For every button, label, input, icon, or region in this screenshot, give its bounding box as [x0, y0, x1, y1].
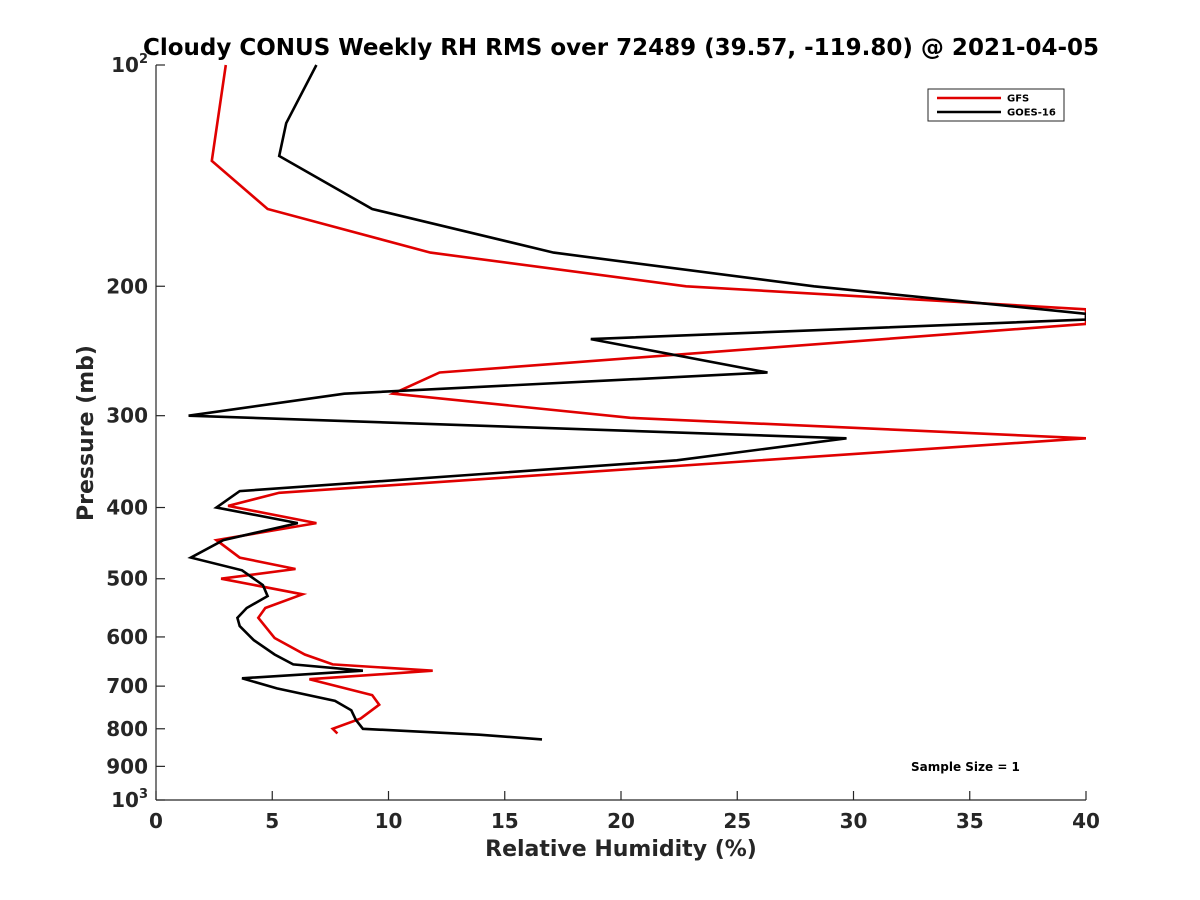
y-tick-label: 500 — [106, 567, 148, 591]
sample-size-annotation: Sample Size = 1 — [911, 760, 1020, 774]
y-tick-base: 10 — [111, 788, 139, 812]
series-layer — [187, 64, 1086, 741]
y-axis-title: Pressure (mb) — [74, 345, 99, 521]
x-tick-label: 0 — [149, 809, 163, 833]
y-tick-label: 600 — [106, 625, 148, 649]
legend-box — [927, 88, 1065, 122]
legend-label: GOES-16 — [1007, 108, 1056, 119]
series-line-goes-16 — [187, 64, 1086, 741]
y-tick-label: 200 — [106, 274, 148, 298]
legend: GFS GOES-16 — [927, 88, 1065, 122]
y-tick-label: 800 — [106, 717, 148, 741]
x-axis-title: Relative Humidity (%) — [485, 837, 757, 862]
legend-label: GFS — [1007, 94, 1029, 105]
y-tick-label: 900 — [106, 754, 148, 778]
y-tick-label: 700 — [106, 674, 148, 698]
x-tick-label: 20 — [607, 809, 635, 833]
x-tick-label: 40 — [1072, 809, 1100, 833]
y-tick-exponent: 3 — [139, 787, 148, 802]
x-tick-label: 30 — [840, 809, 868, 833]
x-tick-label: 35 — [956, 809, 984, 833]
y-tick-label: 103 — [111, 787, 148, 812]
plot-area: 0 5 10 15 20 25 30 35 40 10220030040050060070080… — [106, 52, 1100, 833]
legend-items: GFS GOES-16 — [937, 94, 1056, 119]
y-tick-label: 300 — [106, 404, 148, 428]
series-line-gfs — [210, 64, 1086, 735]
y-tick-exponent: 2 — [139, 52, 148, 67]
y-tick-label: 102 — [111, 52, 148, 77]
y-tick-label: 400 — [106, 496, 148, 520]
chart-title: Cloudy CONUS Weekly RH RMS over 72489 (3… — [143, 35, 1099, 61]
x-tick-label: 25 — [723, 809, 751, 833]
x-tick-label: 10 — [375, 809, 403, 833]
y-tick-base: 10 — [111, 53, 139, 77]
x-ticks: 0 5 10 15 20 25 30 35 40 — [149, 791, 1100, 833]
x-tick-label: 15 — [491, 809, 519, 833]
x-tick-label: 5 — [265, 809, 279, 833]
